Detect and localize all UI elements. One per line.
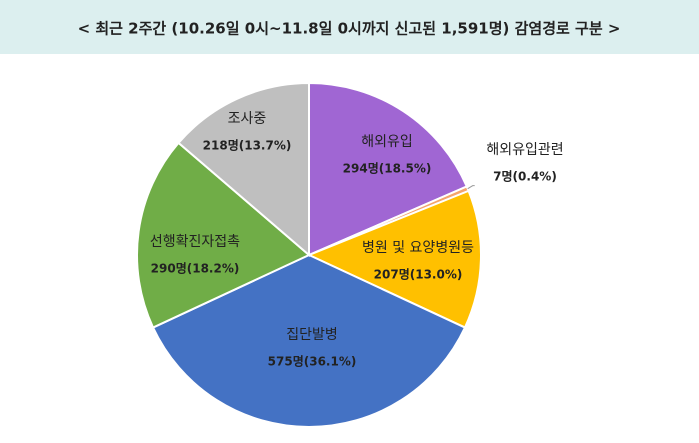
pie-slice	[136, 141, 311, 329]
pie-slice	[177, 81, 310, 258]
title-band	[0, 0, 699, 54]
chart-title: < 최근 2주간 (10.26일 0시~11.8일 0시까지 신고된 1,591…	[78, 20, 621, 38]
value-label: 294명(18.5%)	[343, 162, 432, 176]
slice-label: 선행확진자접촉	[150, 234, 240, 250]
pie-slice	[306, 189, 482, 329]
slice-label: 해외유입관련	[486, 142, 563, 158]
slice-label: 조사중	[228, 111, 267, 127]
slice-label: 집단발병	[286, 327, 338, 343]
pie-slice	[308, 81, 469, 257]
value-label: 7명(0.4%)	[493, 170, 557, 184]
value-label: 207명(13.0%)	[374, 268, 463, 282]
leader-line	[467, 185, 475, 190]
slice-label: 병원 및 요양병원등	[362, 240, 474, 256]
slice-label: 해외유입	[361, 134, 413, 150]
value-label: 218명(13.7%)	[203, 139, 292, 153]
value-label: 575명(36.1%)	[268, 355, 357, 369]
value-label: 290명(18.2%)	[151, 262, 240, 276]
pie-slice	[151, 253, 467, 429]
